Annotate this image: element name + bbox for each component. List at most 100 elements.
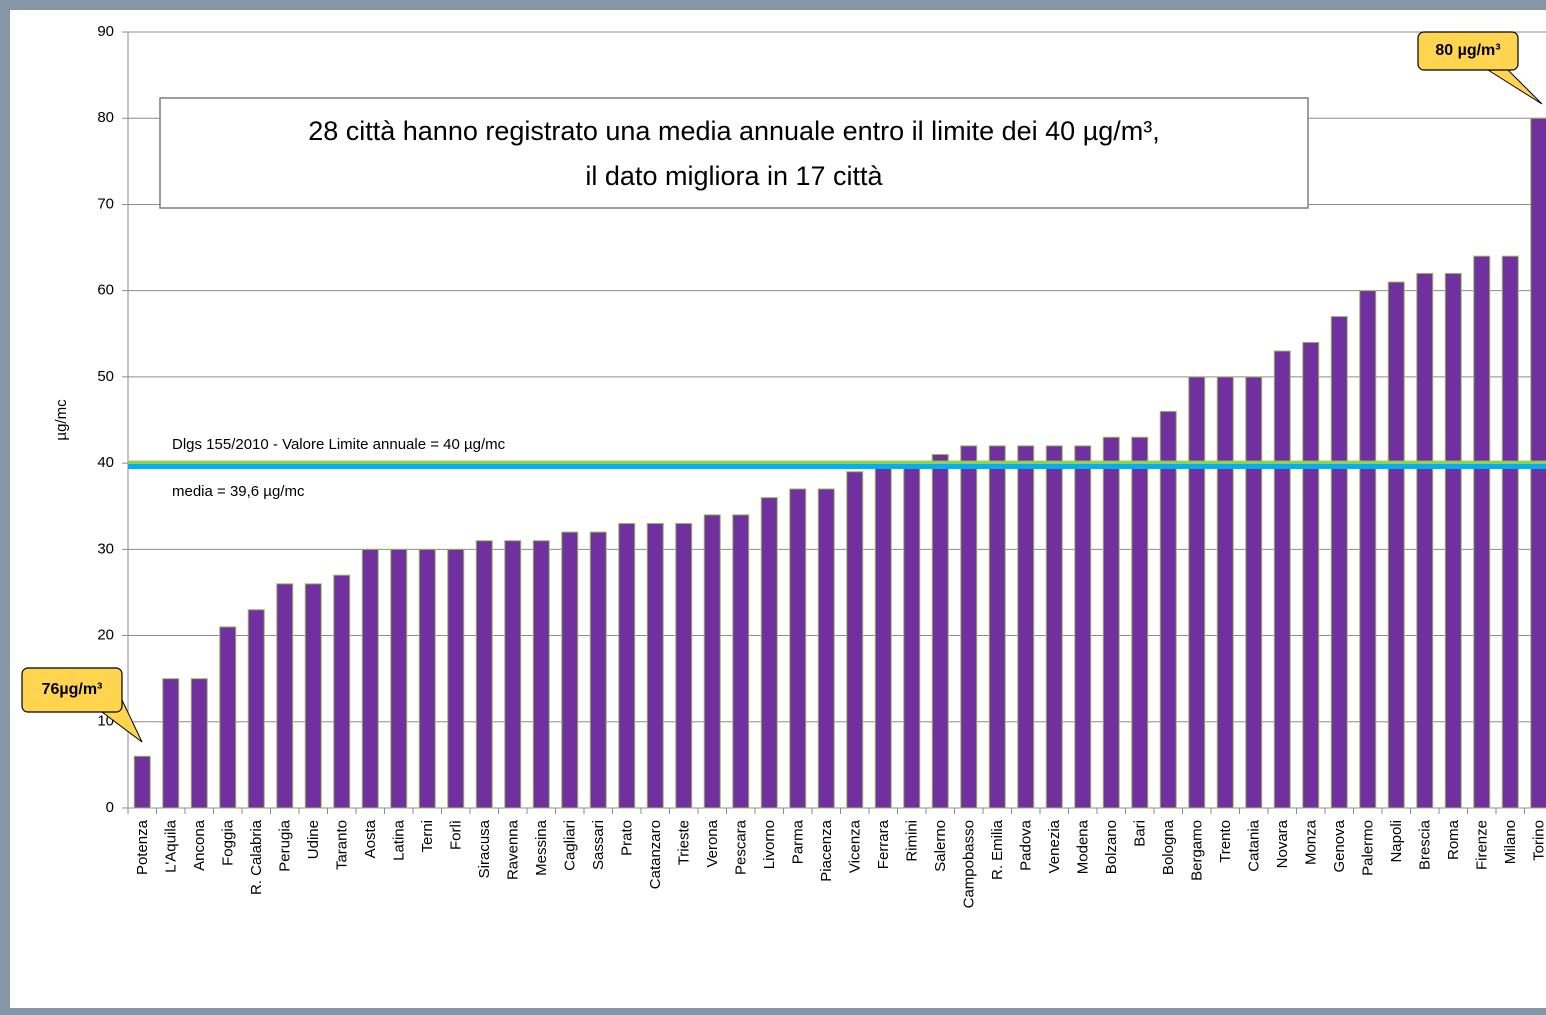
bar — [618, 522, 636, 809]
bar — [219, 626, 237, 809]
x-tick-label: Potenza — [134, 819, 151, 875]
x-tick-label: Venezia — [1046, 819, 1063, 873]
bar — [988, 445, 1006, 809]
annotation-box — [159, 97, 1309, 209]
bar — [1330, 316, 1348, 809]
bar — [732, 514, 750, 809]
x-tick-label: Aosta — [362, 819, 379, 858]
y-tick-label: 80 — [97, 109, 114, 126]
x-tick-label: Pescara — [733, 819, 750, 875]
bar — [162, 678, 180, 809]
x-tick-label: Perugia — [277, 819, 294, 871]
reference-label: Dlgs 155/2010 - Valore Limite annuale = … — [172, 436, 506, 453]
x-tick-label: Modena — [1075, 819, 1092, 874]
y-tick-label: 20 — [97, 627, 114, 644]
bar — [1444, 272, 1462, 809]
x-tick-label: Napoli — [1388, 820, 1405, 863]
bar — [133, 755, 151, 809]
bar — [1216, 376, 1234, 809]
x-tick-label: Palermo — [1360, 820, 1377, 876]
x-tick-label: Udine — [305, 820, 322, 859]
x-tick-label: Piacenza — [818, 819, 835, 881]
x-tick-label: R. Calabria — [248, 819, 265, 895]
x-tick-label: Torino — [1531, 820, 1546, 861]
bar — [276, 583, 294, 809]
bar — [304, 583, 322, 809]
y-tick-label: 90 — [97, 23, 114, 40]
bar — [789, 488, 807, 809]
bar — [1102, 436, 1120, 809]
x-tick-label: Padova — [1018, 819, 1035, 871]
bar — [903, 462, 921, 809]
bar — [675, 522, 693, 809]
bar — [1501, 255, 1519, 809]
bar — [646, 522, 664, 809]
bar — [874, 462, 892, 809]
bar — [561, 531, 579, 809]
y-tick-label: 60 — [97, 282, 114, 299]
x-tick-label: Trento — [1217, 820, 1234, 863]
x-tick-label: Ferrara — [875, 819, 892, 869]
y-tick-label: 0 — [106, 799, 114, 816]
bar — [1416, 272, 1434, 809]
x-tick-label: Forlì — [448, 820, 465, 850]
x-tick-label: Ancona — [191, 819, 208, 871]
x-tick-label: Bari — [1132, 820, 1149, 847]
bar — [1045, 445, 1063, 809]
bar — [190, 678, 208, 809]
x-tick-label: Foggia — [220, 819, 237, 866]
annotation-line: il dato migliora in 17 città — [585, 161, 883, 191]
callout-box — [21, 667, 123, 713]
y-tick-label: 40 — [97, 454, 114, 471]
x-tick-label: Catania — [1246, 819, 1263, 871]
bar — [1074, 445, 1092, 809]
bar — [703, 514, 721, 809]
x-tick-label: Salerno — [932, 820, 949, 872]
x-tick-label: Messina — [533, 819, 550, 876]
x-tick-label: Cagliari — [562, 820, 579, 871]
bar — [1302, 341, 1320, 809]
x-tick-label: Trieste — [676, 820, 693, 865]
callout-box — [1417, 31, 1519, 71]
x-tick-label: R. Emilia — [989, 819, 1006, 880]
bar — [361, 548, 379, 809]
bar — [333, 574, 351, 809]
x-tick-label: Sassari — [590, 820, 607, 870]
y-axis-label: µg/mc — [53, 399, 70, 441]
bar — [960, 445, 978, 809]
bar — [817, 488, 835, 809]
x-tick-label: Campobasso — [961, 820, 978, 908]
callout-text: 80 µg/m³ — [1435, 42, 1500, 59]
x-tick-label: Firenze — [1474, 820, 1491, 870]
bar — [1387, 281, 1405, 809]
bar — [418, 548, 436, 809]
x-tick-label: Prato — [619, 820, 636, 856]
x-tick-label: Siracusa — [476, 819, 493, 878]
bar — [1017, 445, 1035, 809]
x-tick-label: Latina — [391, 819, 408, 861]
bar — [1159, 410, 1177, 809]
x-tick-label: Vicenza — [847, 819, 864, 873]
x-tick-label: Rimini — [904, 820, 921, 862]
annotation-line: 28 città hanno registrato una media annu… — [308, 116, 1160, 146]
x-tick-label: Roma — [1445, 819, 1462, 860]
x-tick-label: Livorno — [761, 820, 778, 869]
bar — [760, 497, 778, 809]
bar — [589, 531, 607, 809]
x-tick-label: Parma — [790, 819, 807, 864]
x-tick-label: Verona — [704, 819, 721, 867]
bar — [1245, 376, 1263, 809]
y-tick-label: 30 — [97, 540, 114, 557]
callout-text: 76µg/m³ — [42, 681, 103, 698]
bar — [247, 609, 265, 809]
bar — [532, 540, 550, 809]
bar — [504, 540, 522, 809]
bar — [846, 471, 864, 809]
x-tick-label: Monza — [1303, 819, 1320, 865]
bar — [1359, 290, 1377, 809]
bar — [1473, 255, 1491, 809]
bar — [475, 540, 493, 809]
y-tick-label: 50 — [97, 368, 114, 385]
x-tick-label: Taranto — [334, 820, 351, 870]
